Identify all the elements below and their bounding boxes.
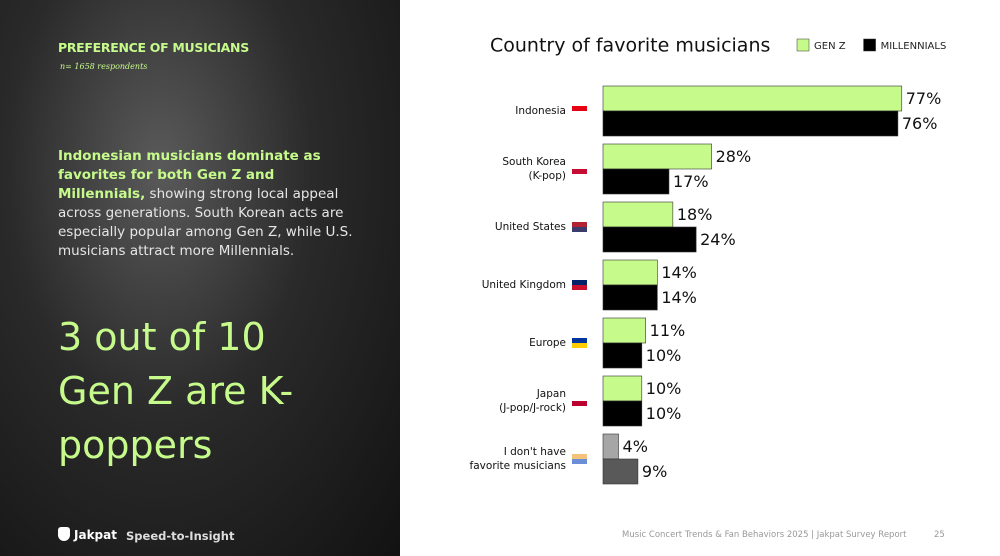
value-label: 76% bbox=[902, 114, 938, 133]
flag-bottom bbox=[572, 401, 587, 406]
bar bbox=[602, 317, 646, 344]
flag-top bbox=[572, 454, 587, 459]
bar bbox=[602, 400, 643, 427]
brand: Jakpat bbox=[74, 528, 117, 542]
flag-top bbox=[572, 396, 587, 401]
legend-swatch bbox=[863, 38, 876, 52]
bar bbox=[602, 143, 712, 170]
legend-label: GEN Z bbox=[814, 41, 846, 52]
category-label: Europe bbox=[529, 337, 566, 349]
category-label: United States bbox=[495, 221, 566, 233]
summary: Indonesian musicians dominate as favorit… bbox=[58, 147, 358, 261]
value-label: 18% bbox=[677, 205, 713, 224]
bar bbox=[602, 168, 670, 195]
value-label: 4% bbox=[623, 437, 648, 456]
bar bbox=[602, 85, 903, 112]
value-label: 10% bbox=[646, 346, 682, 365]
bar bbox=[602, 375, 643, 402]
bar bbox=[602, 433, 619, 460]
bar bbox=[602, 458, 639, 485]
value-label: 9% bbox=[642, 462, 667, 481]
summary-highlight: Indonesian musicians dominate as favorit… bbox=[58, 148, 321, 202]
category-label: United Kingdom bbox=[482, 279, 566, 291]
section-title: PREFERENCE OF MUSICIANS bbox=[58, 40, 249, 55]
category-label: Indonesia bbox=[515, 105, 566, 117]
respondents: n= 1658 respondents bbox=[60, 62, 148, 71]
flag-bottom bbox=[572, 227, 587, 232]
category-label: Japan (J-pop/J-rock) bbox=[499, 388, 566, 414]
bar bbox=[602, 342, 643, 369]
flag-top bbox=[572, 106, 587, 111]
summary-text: showing strong local appeal across gener… bbox=[58, 186, 353, 259]
value-label: 77% bbox=[906, 89, 942, 108]
flag-top bbox=[572, 338, 587, 343]
flag-top bbox=[572, 280, 587, 285]
value-label: 24% bbox=[700, 230, 736, 249]
flag-bottom bbox=[572, 459, 587, 464]
value-label: 14% bbox=[661, 288, 697, 307]
flag-bottom bbox=[572, 343, 587, 348]
bar bbox=[602, 226, 697, 253]
value-label: 17% bbox=[673, 172, 709, 191]
value-label: 10% bbox=[646, 379, 682, 398]
bar bbox=[602, 110, 899, 137]
value-label: 10% bbox=[646, 404, 682, 423]
legend-swatch bbox=[796, 38, 810, 52]
value-label: 11% bbox=[650, 321, 686, 340]
category-label: I don't have favorite musicians bbox=[470, 446, 566, 472]
legend-label: MILLENNIALS bbox=[881, 41, 947, 52]
left-panel bbox=[0, 0, 400, 556]
chart-title: Country of favorite musicians bbox=[490, 35, 770, 57]
chart: Country of favorite musicians GEN Z MILLE… bbox=[470, 35, 947, 485]
value-label: 28% bbox=[716, 147, 752, 166]
flag-top bbox=[572, 222, 587, 227]
page-number: 25 bbox=[934, 530, 945, 540]
brand-logo bbox=[58, 527, 70, 541]
value-label: 14% bbox=[661, 263, 697, 282]
headline: 3 out of 10 Gen Z are K-poppers bbox=[58, 315, 294, 467]
tagline: Speed-to-Insight bbox=[126, 529, 235, 543]
flag-top bbox=[572, 164, 587, 169]
flag-bottom bbox=[572, 111, 587, 116]
bar bbox=[602, 201, 674, 228]
footer-report: Music Concert Trends & Fan Behaviors 202… bbox=[622, 530, 907, 540]
flag-bottom bbox=[572, 169, 587, 174]
category-label: South Korea (K-pop) bbox=[502, 156, 566, 182]
bar bbox=[602, 259, 658, 286]
bar bbox=[602, 284, 658, 311]
flag-bottom bbox=[572, 285, 587, 290]
